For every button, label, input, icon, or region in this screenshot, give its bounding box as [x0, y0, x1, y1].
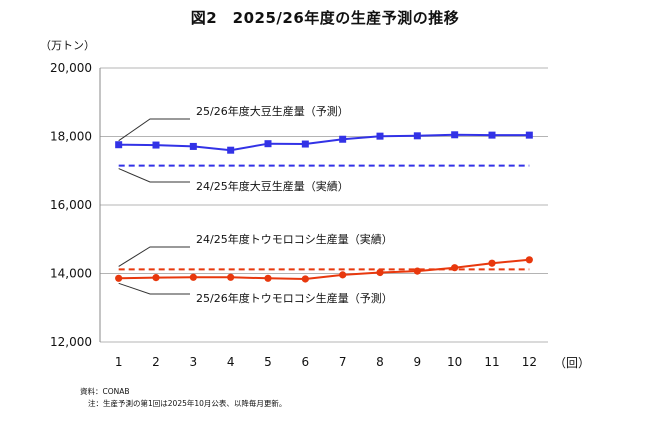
y-tick-label: 20,000	[50, 61, 92, 75]
data-point	[451, 264, 459, 272]
source-note: 資料：CONAB	[80, 387, 130, 396]
x-axis-unit: （回）	[554, 356, 591, 370]
data-point	[189, 142, 197, 150]
y-tick-label: 18,000	[50, 130, 92, 144]
x-tick-label: 4	[227, 355, 235, 369]
x-tick-label: 5	[264, 355, 272, 369]
x-tick-label: 10	[447, 355, 462, 369]
data-point	[451, 131, 459, 139]
data-point	[227, 273, 235, 281]
annotation-leader	[118, 168, 190, 183]
data-point	[376, 132, 384, 140]
annotation-label: 24/25年度トウモロコシ生産量（実績）	[196, 232, 393, 246]
data-point	[227, 146, 235, 154]
data-point	[301, 140, 309, 148]
data-point	[488, 131, 496, 139]
footnote: 注：生産予測の第1回は2025年10月公表、以降毎月更新。	[88, 399, 287, 408]
data-point	[488, 259, 496, 267]
x-tick-label: 3	[190, 355, 198, 369]
x-tick-label: 9	[414, 355, 422, 369]
annotation-label: 25/26年度大豆生産量（予測）	[196, 104, 349, 118]
data-point	[339, 271, 347, 279]
data-point	[376, 268, 384, 277]
annotation-label: 24/25年度大豆生産量（実績）	[196, 179, 349, 193]
data-point	[152, 274, 160, 282]
annotation-leader	[118, 118, 190, 142]
x-tick-label: 12	[522, 355, 537, 369]
annotation-leader	[118, 282, 190, 295]
y-tick-label: 14,000	[50, 267, 92, 281]
x-tick-label: 7	[339, 355, 347, 369]
x-tick-label: 6	[302, 355, 310, 369]
data-point	[525, 256, 533, 264]
data-point	[115, 141, 123, 149]
data-point	[339, 135, 347, 143]
data-point	[152, 141, 160, 149]
chart-title: 図2 2025/26年度の生産予測の推移	[190, 9, 460, 27]
x-tick-label: 8	[376, 355, 384, 369]
data-point	[189, 273, 197, 281]
series-line-0	[118, 133, 530, 152]
data-point	[525, 131, 533, 139]
y-axis-label: （万トン）	[40, 39, 95, 52]
annotation-leader	[118, 246, 190, 267]
x-tick-label: 2	[152, 355, 160, 369]
data-point	[301, 275, 309, 283]
annotation-label: 25/26年度トウモロコシ生産量（予測）	[196, 291, 393, 305]
data-point	[413, 132, 421, 140]
data-point	[264, 140, 272, 148]
y-tick-label: 16,000	[50, 198, 92, 212]
series-line-3	[118, 258, 530, 281]
y-tick-label: 12,000	[50, 335, 92, 349]
data-point	[413, 267, 421, 275]
x-tick-label: 11	[484, 355, 499, 369]
data-point	[264, 274, 272, 282]
x-tick-label: 1	[115, 355, 123, 369]
data-point	[115, 274, 123, 282]
